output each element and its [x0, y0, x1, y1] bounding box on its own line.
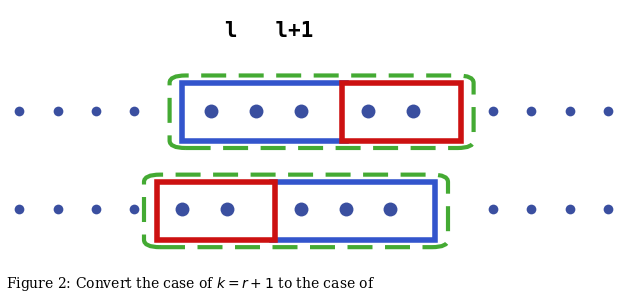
Bar: [342, 83, 461, 141]
Text: l   l+1: l l+1: [225, 21, 313, 41]
Text: Figure 2: Convert the case of $k = r + 1$ to the case of: Figure 2: Convert the case of $k = r + 1…: [6, 275, 376, 293]
Bar: [272, 182, 435, 240]
Bar: [157, 182, 275, 240]
Bar: [182, 83, 346, 141]
